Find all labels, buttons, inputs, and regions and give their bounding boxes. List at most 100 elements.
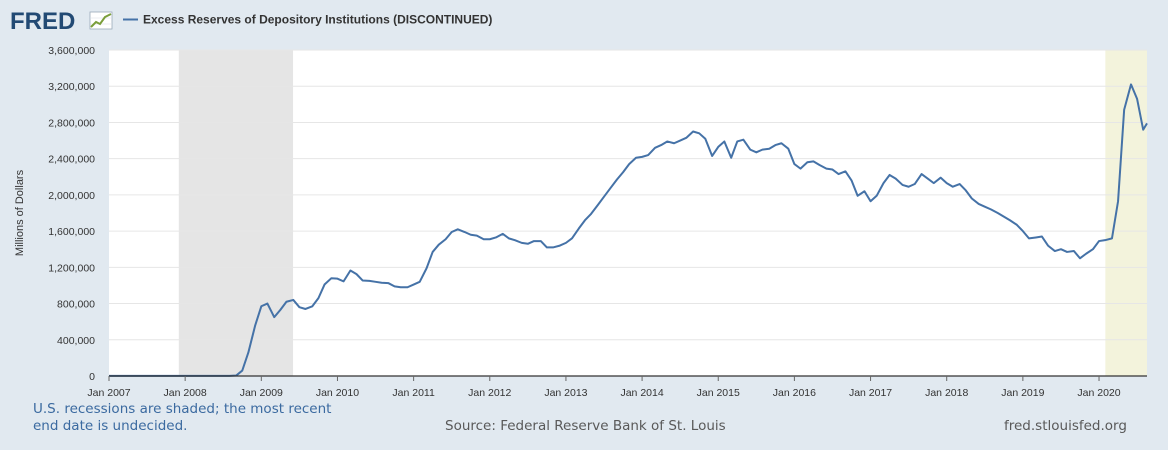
data-point[interactable] — [619, 168, 627, 176]
series-layer — [109, 80, 1151, 377]
data-point[interactable] — [251, 321, 259, 329]
data-point[interactable] — [340, 277, 348, 285]
y-tick-label: 2,400,000 — [48, 154, 95, 166]
data-point[interactable] — [353, 270, 361, 278]
data-point[interactable] — [663, 137, 671, 145]
data-point[interactable] — [880, 179, 888, 187]
data-point[interactable] — [867, 197, 875, 205]
data-point[interactable] — [1063, 248, 1071, 256]
data-point[interactable] — [930, 179, 938, 187]
data-point[interactable] — [1038, 233, 1046, 241]
data-point[interactable] — [606, 185, 614, 193]
data-point[interactable] — [244, 348, 252, 356]
data-point[interactable] — [282, 298, 290, 306]
data-point[interactable] — [816, 161, 824, 169]
data-point[interactable] — [1013, 221, 1021, 229]
data-point[interactable] — [549, 243, 557, 251]
data-point[interactable] — [644, 151, 652, 159]
x-tick-label: Jan 2017 — [849, 387, 892, 399]
data-point[interactable] — [911, 180, 919, 188]
data-point[interactable] — [378, 279, 386, 287]
data-point[interactable] — [1120, 106, 1128, 114]
data-point[interactable] — [860, 187, 868, 195]
data-point[interactable] — [454, 225, 462, 233]
data-point[interactable] — [937, 174, 945, 182]
data-point[interactable] — [873, 192, 881, 200]
data-point[interactable] — [625, 160, 633, 168]
data-point[interactable] — [949, 183, 957, 191]
data-point[interactable] — [1044, 242, 1052, 250]
data-point[interactable] — [720, 137, 728, 145]
data-point[interactable] — [777, 139, 785, 147]
data-point[interactable] — [708, 152, 716, 160]
data-point[interactable] — [1006, 216, 1014, 224]
data-point[interactable] — [1108, 234, 1116, 242]
data-point[interactable] — [530, 237, 538, 245]
x-tick-label: Jan 2012 — [468, 387, 511, 399]
data-point[interactable] — [587, 210, 595, 218]
data-point[interactable] — [1089, 245, 1097, 253]
data-point[interactable] — [1082, 250, 1090, 258]
data-point[interactable] — [1070, 247, 1078, 255]
y-tick-label: 2,000,000 — [48, 190, 95, 202]
data-point[interactable] — [1127, 80, 1135, 88]
site-link[interactable]: fred.stlouisfed.org — [1004, 418, 1127, 434]
data-point[interactable] — [701, 135, 709, 143]
data-point[interactable] — [892, 175, 900, 183]
data-point[interactable] — [968, 195, 976, 203]
data-point[interactable] — [473, 232, 481, 240]
data-point[interactable] — [314, 294, 322, 302]
data-point[interactable] — [739, 136, 747, 144]
data-point[interactable] — [695, 129, 703, 137]
data-point[interactable] — [321, 281, 329, 289]
data-point[interactable] — [238, 367, 246, 375]
data-point[interactable] — [796, 165, 804, 173]
data-point[interactable] — [727, 154, 735, 162]
data-point[interactable] — [276, 306, 284, 314]
data-point[interactable] — [270, 313, 278, 321]
data-point[interactable] — [492, 233, 500, 241]
data-point[interactable] — [848, 176, 856, 184]
data-point[interactable] — [581, 216, 589, 224]
data-point[interactable] — [1101, 236, 1109, 244]
data-point[interactable] — [1133, 95, 1141, 103]
data-point[interactable] — [289, 296, 297, 304]
data-point[interactable] — [1143, 119, 1151, 127]
data-point[interactable] — [397, 283, 405, 291]
recession-note: U.S. recessions are shaded; the most rec… — [33, 401, 333, 435]
data-point[interactable] — [308, 302, 316, 310]
legend-label: Excess Reserves of Depository Institutio… — [143, 13, 492, 27]
data-point[interactable] — [987, 205, 995, 213]
data-point[interactable] — [359, 276, 367, 284]
data-point[interactable] — [613, 175, 621, 183]
data-point[interactable] — [594, 201, 602, 209]
data-point[interactable] — [442, 235, 450, 243]
data-point[interactable] — [416, 278, 424, 286]
fred-logo[interactable]: FRED — [10, 8, 113, 35]
recession-band-0 — [178, 50, 294, 376]
data-point[interactable] — [429, 248, 437, 256]
data-point[interactable] — [537, 237, 545, 245]
data-point[interactable] — [1019, 227, 1027, 235]
data-point[interactable] — [956, 180, 964, 188]
data-point[interactable] — [301, 305, 309, 313]
data-point[interactable] — [714, 143, 722, 151]
data-point[interactable] — [835, 170, 843, 178]
data-point[interactable] — [682, 134, 690, 142]
data-point[interactable] — [1025, 234, 1033, 242]
data-point[interactable] — [600, 193, 608, 201]
data-point[interactable] — [854, 192, 862, 200]
data-point[interactable] — [841, 167, 849, 175]
data-point[interactable] — [568, 234, 576, 242]
data-point[interactable] — [758, 146, 766, 154]
data-point[interactable] — [435, 241, 443, 249]
data-point[interactable] — [575, 224, 583, 232]
data-point[interactable] — [1114, 197, 1122, 205]
recession-note-line-1: U.S. recessions are shaded; the most rec… — [33, 401, 332, 417]
x-tick-label: Jan 2018 — [925, 387, 968, 399]
data-point[interactable] — [962, 186, 970, 194]
data-point[interactable] — [784, 145, 792, 153]
data-point[interactable] — [423, 264, 431, 272]
data-point[interactable] — [263, 300, 271, 308]
data-point[interactable] — [511, 236, 519, 244]
